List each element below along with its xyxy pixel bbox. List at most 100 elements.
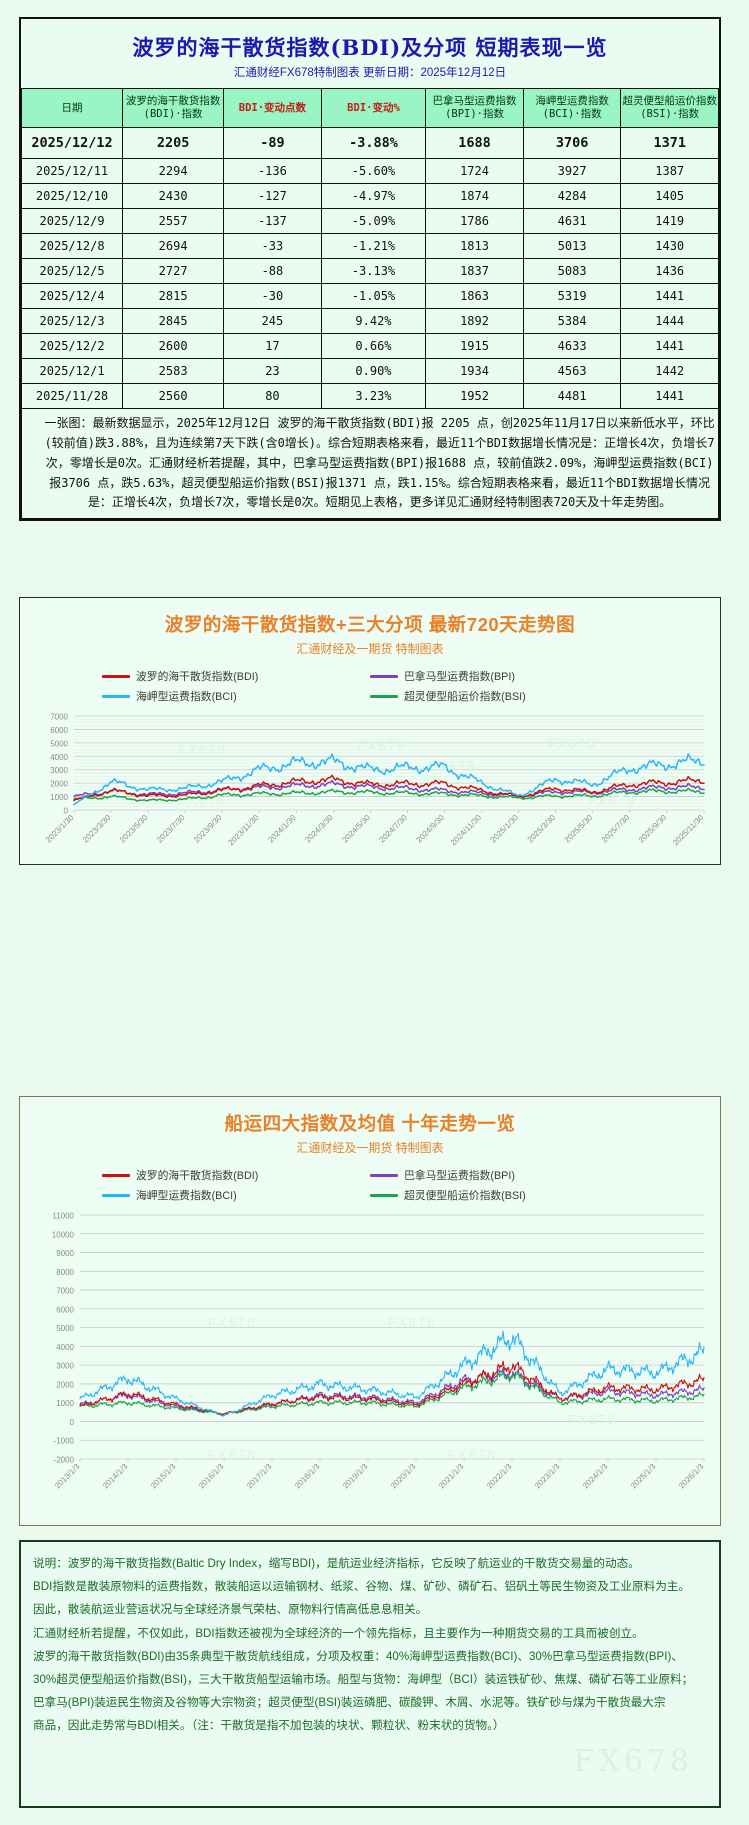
table-cell-0: 2025/12/3 (20, 308, 124, 335)
table-cell-0: 2025/12/10 (20, 183, 124, 210)
svg-text:2023/9/30: 2023/9/30 (192, 813, 224, 845)
table-cell-0: 2025/12/12 (20, 127, 124, 160)
svg-text:2023/7/30: 2023/7/30 (155, 813, 187, 845)
table-cell-4: 1892 (425, 308, 524, 335)
table-cell-1: 2557 (122, 208, 225, 235)
bdi-table-card: 波罗的海干散货指数(BDI)及分项 短期表现一览 汇通财经FX678特制图表 更… (19, 17, 721, 522)
table-cell-6: 1444 (620, 308, 719, 335)
table-cell-6: 1405 (620, 183, 719, 210)
table-row: 2025/12/12 2205 -89 -3.88% 1688 3706 1371 (20, 127, 719, 160)
table-cell-5: 4481 (522, 383, 622, 410)
svg-text:2017/1/3: 2017/1/3 (245, 1462, 274, 1491)
table-cell-2: 80 (223, 383, 322, 410)
table-cell-1: 2694 (122, 233, 225, 260)
footer-line-8: 商品，因此走势常与BDI相关。（注：干散货是指不加包装的块状、颗粒状、粉末状的货… (33, 1719, 505, 1733)
table-cell-4: 1952 (425, 383, 524, 410)
table-cell-1: 2294 (122, 158, 225, 185)
table-cell-4: 1874 (425, 183, 524, 210)
table-cell-2: 245 (223, 308, 322, 335)
table-cell-0: 2025/11/28 (20, 383, 124, 410)
table-cell-4: 1688 (425, 127, 524, 160)
table-row: 2025/12/11 2294 -136 -5.60% 1724 3927 1387 (20, 158, 719, 185)
table-cell-6: 1442 (620, 358, 719, 385)
svg-text:2023/1/30: 2023/1/30 (44, 813, 76, 845)
legend-label-bsi-10y: 超灵便型船运价指数(BSI) (404, 1190, 526, 1202)
footer-line-5: 波罗的海干散货指数(BDI)由35条典型干散货航线组成，分项及权重：40%海岬型… (33, 1649, 683, 1663)
svg-text:2024/11/30: 2024/11/30 (449, 813, 484, 848)
svg-text:2023/5/30: 2023/5/30 (118, 813, 150, 845)
col-header-bdi-change-percent: BDI·变动% (320, 87, 427, 129)
table-cell-5: 4284 (522, 183, 622, 210)
legend-label-bci-10y: 海岬型运费指数(BCI) (136, 1190, 237, 1202)
svg-text:2022/1/3: 2022/1/3 (485, 1462, 514, 1491)
table-cell-2: -88 (223, 258, 322, 285)
col-header-bci: 海岬型运费指数(BCI)·指数 (522, 87, 622, 129)
table-cell-6: 1387 (620, 158, 719, 185)
svg-text:9000: 9000 (56, 1249, 74, 1258)
svg-text:2023/1/3: 2023/1/3 (533, 1462, 562, 1491)
svg-text:3000: 3000 (56, 1362, 74, 1371)
svg-text:FX678: FX678 (178, 742, 226, 757)
svg-text:7000: 7000 (56, 1287, 74, 1296)
chart-10year-plot: -2000 -1000 0 1000 2000 3000 4000 5000 6000 7000 8… (28, 1209, 714, 1524)
svg-text:2018/1/3: 2018/1/3 (293, 1462, 322, 1491)
legend-label-bsi: 超灵便型船运价指数(BSI) (404, 691, 526, 703)
table-cell-0: 2025/12/2 (20, 333, 124, 360)
svg-text:2015/1/3: 2015/1/3 (149, 1462, 178, 1491)
svg-text:2023/11/30: 2023/11/30 (226, 813, 261, 848)
table-cell-2: -30 (223, 283, 322, 310)
table-cell-5: 3706 (522, 127, 622, 160)
table-note-row: 一张图：最新数据显示，2025年12月12日 波罗的海干散货指数(BDI)报 2… (21, 408, 719, 520)
chart-720day-card: 波罗的海干散货指数+三大分项 最新720天走势图 汇通财经及一期货 特制图表 波… (19, 597, 721, 865)
table-cell-6: 1419 (620, 208, 719, 235)
table-header-row: 日期 波罗的海干散货指数(BDI)·指数 BDI·变动点数 BDI·变动% 巴拿… (20, 87, 719, 129)
table-cell-6: 1441 (620, 333, 719, 360)
svg-text:FX678: FX678 (208, 1447, 256, 1462)
table-row: 2025/12/5 2727 -88 -3.13% 1837 5083 1436 (20, 258, 719, 285)
table-cell-4: 1915 (425, 333, 524, 360)
svg-text:2026/1/3: 2026/1/3 (677, 1462, 706, 1491)
legend-item-bci: 海岬型运费指数(BCI) (102, 688, 370, 704)
legend-item-bci-10y: 海岬型运费指数(BCI) (102, 1187, 370, 1203)
svg-text:2000: 2000 (50, 780, 68, 789)
table-cell-5: 4633 (522, 333, 622, 360)
summary-note: 一张图：最新数据显示，2025年12月12日 波罗的海干散货指数(BDI)报 2… (21, 408, 719, 520)
svg-text:2025/11/30: 2025/11/30 (671, 813, 706, 848)
legend-label-bpi-10y: 巴拿马型运费指数(BPI) (404, 1170, 515, 1182)
svg-text:0: 0 (70, 1418, 75, 1427)
table-cell-4: 1813 (425, 233, 524, 260)
chart-720day-subtitle: 汇通财经及一期货 特制图表 (296, 642, 444, 656)
svg-text:7000: 7000 (50, 713, 68, 722)
table-cell-6: 1441 (620, 283, 719, 310)
table-cell-5: 5083 (522, 258, 622, 285)
legend-item-bpi: 巴拿马型运费指数(BPI) (370, 668, 638, 684)
table-cell-3: 9.42% (320, 308, 427, 335)
svg-text:1000: 1000 (56, 1399, 74, 1408)
table-cell-0: 2025/12/5 (20, 258, 124, 285)
svg-text:FX678: FX678 (448, 1447, 496, 1462)
table-row: 2025/12/9 2557 -137 -5.09% 1786 4631 1419 (20, 208, 719, 235)
svg-text:6000: 6000 (56, 1305, 74, 1314)
svg-text:2023/3/30: 2023/3/30 (81, 813, 113, 845)
svg-text:6000: 6000 (50, 726, 68, 735)
col-header-date: 日期 (20, 87, 124, 129)
chart-10year-legend: 波罗的海干散货指数(BDI) 巴拿马型运费指数(BPI) 海岬型运费指数(BCI… (20, 1156, 720, 1205)
table-row: 2025/12/4 2815 -30 -1.05% 1863 5319 1441 (20, 283, 719, 310)
table-row: 2025/12/2 2600 17 0.66% 1915 4633 1441 (20, 333, 719, 360)
svg-text:2025/1/3: 2025/1/3 (629, 1462, 658, 1491)
svg-text:2024/1/30: 2024/1/30 (266, 813, 298, 845)
table-row: 2025/12/8 2694 -33 -1.21% 1813 5013 1430 (20, 233, 719, 260)
svg-text:FX678: FX678 (358, 1397, 406, 1412)
table-cell-1: 2205 (122, 127, 225, 160)
chart-10year-subtitle: 汇通财经及一期货 特制图表 (296, 1141, 444, 1155)
table-cell-3: 3.23% (320, 383, 427, 410)
svg-text:2024/7/30: 2024/7/30 (377, 813, 409, 845)
table-cell-4: 1724 (425, 158, 524, 185)
svg-text:4000: 4000 (56, 1343, 74, 1352)
page-title: 波罗的海干散货指数(BDI)及分项 短期表现一览 (132, 35, 608, 60)
svg-text:2025/9/30: 2025/9/30 (637, 813, 669, 845)
table-cell-1: 2815 (122, 283, 225, 310)
svg-text:FX678: FX678 (548, 736, 596, 751)
chart-10year-card: 船运四大指数及均值 十年走势一览 汇通财经及一期货 特制图表 波罗的海干散货指数… (19, 1096, 721, 1526)
table-cell-0: 2025/12/1 (20, 358, 124, 385)
